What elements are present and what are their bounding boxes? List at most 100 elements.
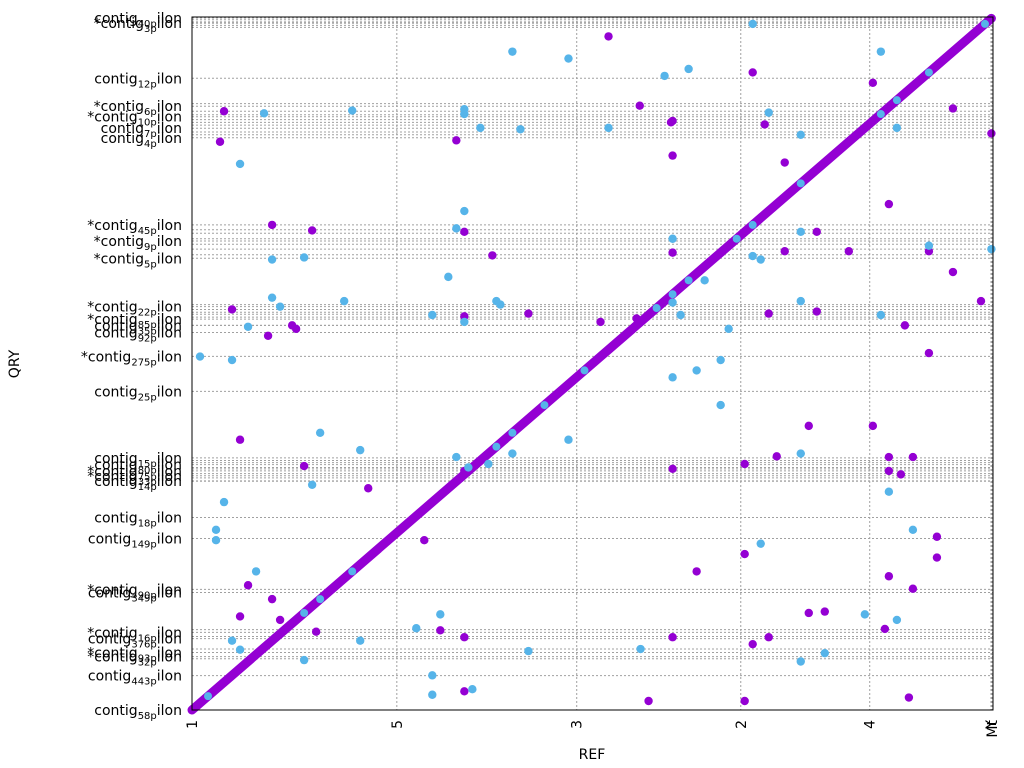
forward-alignment-point (896, 470, 906, 479)
reverse-alignment-point (476, 123, 485, 133)
reverse-alignment-point (764, 108, 773, 117)
forward-alignment-point (219, 107, 229, 116)
forward-alignment-point (227, 305, 237, 314)
x-tick-label: 3 (570, 720, 586, 729)
reverse-alignment-point (516, 125, 525, 134)
y-tick-label: contig12pilon (94, 71, 182, 90)
y-axis-title: QRY (7, 349, 23, 378)
reverse-alignment-point (876, 47, 886, 56)
reverse-alignment-point (748, 19, 757, 29)
forward-alignment-point (748, 639, 757, 649)
reverse-alignment-point (460, 317, 469, 327)
forward-alignment-point (267, 220, 277, 230)
reverse-diagonal-point (204, 692, 213, 701)
y-tick-label: contig40pilon (94, 11, 182, 30)
reverse-diagonal-point (492, 442, 501, 451)
reverse-alignment-point (564, 54, 573, 63)
reverse-diagonal-point (580, 366, 589, 375)
reverse-alignment-point (604, 123, 613, 133)
forward-alignment-point (235, 435, 245, 444)
forward-alignment-diagonal (187, 13, 996, 715)
reverse-diagonal-point (652, 304, 661, 313)
reverse-alignment-point (860, 610, 870, 619)
reverse-alignment-point (275, 302, 285, 311)
reverse-alignment-point (452, 224, 461, 233)
reverse-alignment-point (668, 373, 677, 382)
y-tick-label: contig4pilon (101, 131, 182, 150)
reverse-alignment-point (564, 435, 573, 444)
alignment-diagonal (187, 13, 996, 715)
forward-alignment-point (635, 101, 644, 110)
x-tick-label: 5 (390, 720, 406, 729)
reverse-diagonal-point (732, 234, 741, 243)
reverse-alignment-point (716, 355, 725, 365)
y-tick-label: *contig33pilon (87, 469, 182, 488)
reverse-alignment-point (315, 428, 325, 437)
forward-alignment-point (668, 248, 677, 257)
forward-alignment-point (311, 627, 321, 636)
y-tick-label: *contig93pilon (87, 645, 182, 664)
reverse-alignment-point (460, 206, 469, 216)
forward-alignment-point (668, 464, 677, 474)
reverse-alignment-point (668, 298, 677, 307)
forward-alignment-point (804, 421, 813, 431)
x-tick-label: 1 (185, 720, 201, 729)
reverse-alignment-point (259, 109, 269, 118)
y-tick-label: contig18pilon (94, 511, 182, 530)
forward-alignment-point (900, 321, 910, 330)
reverse-alignment-point (227, 355, 237, 365)
reverse-alignment-point (211, 536, 221, 545)
forward-alignment-point (235, 612, 245, 621)
y-tick-label: *contig16pilon (87, 625, 182, 644)
reverse-alignment-point (484, 459, 493, 469)
forward-alignment-point (488, 251, 497, 260)
reverse-diagonal-point (316, 595, 325, 604)
forward-alignment-point (267, 594, 277, 604)
forward-alignment-point (460, 227, 469, 237)
reverse-alignment-point (356, 445, 365, 455)
forward-alignment-point (307, 226, 317, 235)
reverse-alignment-point (428, 690, 437, 699)
y-tick-label: *contig10pilon (87, 110, 182, 129)
forward-alignment-point (668, 151, 677, 160)
forward-alignment-point (668, 633, 677, 642)
reverse-alignment-point (796, 449, 805, 458)
y-tick-label: *contig22pilon (87, 300, 182, 319)
x-axis-title: REF (579, 747, 606, 763)
forward-alignment-point (804, 608, 813, 618)
forward-alignment-point (908, 452, 918, 462)
y-tick-label: contig15pilon (94, 451, 182, 470)
y-tick-label: contig25pilon (94, 384, 182, 403)
forward-alignment-point (987, 129, 996, 138)
y-tick-label: contig443pilon (88, 669, 182, 688)
reverse-alignment-point (452, 452, 461, 462)
reverse-alignment-point (716, 400, 725, 410)
reverse-alignment-point (444, 272, 453, 282)
reverse-alignment-point (307, 480, 317, 489)
reverse-diagonal-point (668, 290, 677, 299)
reverse-diagonal-point (748, 220, 757, 229)
forward-alignment-point (632, 314, 641, 323)
reverse-diagonal-point (980, 19, 989, 28)
forward-alignment-point (924, 348, 934, 358)
reverse-alignment-point (796, 227, 805, 237)
reverse-alignment-point (428, 310, 437, 320)
y-tick-label: *contig85pilon (87, 312, 182, 331)
y-tick-label: contig80pilon (94, 458, 182, 477)
forward-alignment-point (740, 549, 749, 559)
reverse-alignment-point (796, 657, 805, 666)
reverse-alignment-point (251, 567, 261, 576)
reverse-alignment-point (468, 685, 477, 694)
forward-alignment-point (884, 466, 894, 476)
y-tick-label: contig7pilon (101, 121, 182, 140)
y-tick-label: contig349pilon (88, 585, 182, 604)
forward-alignment-point (243, 581, 253, 590)
reverse-alignment-point (348, 106, 357, 115)
forward-alignment-point (215, 137, 225, 146)
forward-alignment-point (932, 553, 942, 562)
reverse-alignment-point (700, 276, 709, 285)
reverse-alignment-point (243, 322, 253, 331)
forward-alignment-point (904, 693, 914, 702)
forward-alignment-point (880, 624, 890, 634)
reverse-alignment-point (756, 255, 765, 264)
